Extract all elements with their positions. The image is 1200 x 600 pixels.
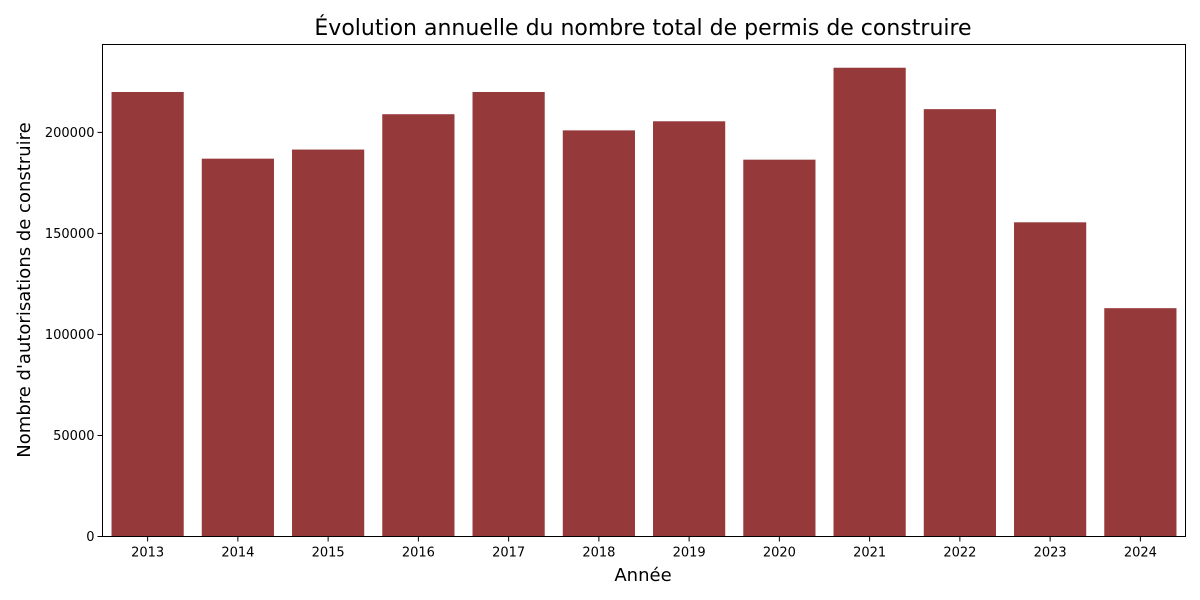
bar-2023 [1014,222,1087,537]
bar-2014 [201,158,274,537]
x-tick-label: 2024 [1124,546,1157,561]
bar-2015 [292,149,365,537]
x-tick-label: 2013 [131,546,164,561]
bar-2019 [653,121,726,537]
y-tick-label: 0 [86,530,94,545]
y-axis-title: Nombre d'autorisations de construire [14,122,35,457]
bars-group [111,67,1177,537]
x-tick-label: 2016 [402,546,435,561]
chart-title: Évolution annuelle du nombre total de pe… [314,15,971,41]
y-tick-label: 150000 [45,227,95,242]
bar-2017 [472,91,545,537]
x-tick-label: 2021 [853,546,886,561]
y-axis-ticks: 0 50000 100000 150000 200000 [45,126,103,545]
y-tick-label: 100000 [45,328,95,343]
x-tick-label: 2015 [312,546,345,561]
x-tick-label: 2022 [943,546,976,561]
x-tick-label: 2014 [221,546,254,561]
x-axis-ticks: 2013 2014 2015 2016 2017 2018 2019 2020 2021 2022… [131,536,1157,561]
bar-2013 [111,91,184,537]
bar-2020 [743,159,816,537]
y-tick-label: 200000 [45,126,95,141]
bar-2018 [562,130,635,537]
x-tick-label: 2023 [1034,546,1067,561]
x-tick-label: 2017 [492,546,525,561]
x-tick-label: 2018 [582,546,615,561]
bar-2021 [833,67,906,537]
x-axis-title: Année [614,565,671,586]
x-tick-label: 2020 [763,546,796,561]
bar-2022 [923,109,996,537]
plot-frame [102,44,1186,537]
y-tick-label: 50000 [53,429,94,444]
bar-2024 [1104,308,1177,537]
x-tick-label: 2019 [673,546,706,561]
bar-2016 [382,114,455,537]
